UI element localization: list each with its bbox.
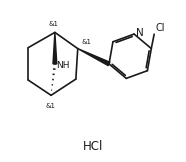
Text: &1: &1 [45, 103, 55, 109]
Text: HCl: HCl [83, 140, 103, 153]
Text: NH: NH [56, 61, 70, 70]
Text: &1: &1 [81, 39, 91, 45]
Polygon shape [78, 49, 110, 66]
Text: N: N [136, 28, 144, 38]
Text: Cl: Cl [155, 23, 165, 33]
Text: &1: &1 [49, 21, 59, 27]
Polygon shape [53, 32, 57, 64]
